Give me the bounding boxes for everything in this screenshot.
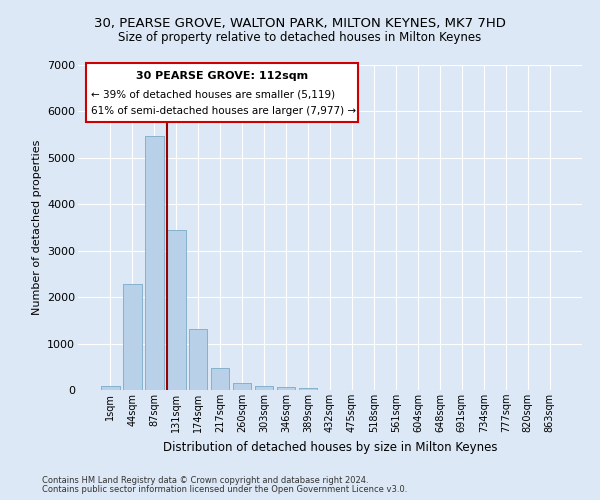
Text: Contains HM Land Registry data © Crown copyright and database right 2024.: Contains HM Land Registry data © Crown c…	[42, 476, 368, 485]
Bar	[299, 388, 317, 390]
Bar	[211, 368, 229, 390]
Text: 61% of semi-detached houses are larger (7,977) →: 61% of semi-detached houses are larger (…	[91, 106, 356, 117]
Bar	[145, 136, 164, 390]
Text: 30, PEARSE GROVE, WALTON PARK, MILTON KEYNES, MK7 7HD: 30, PEARSE GROVE, WALTON PARK, MILTON KE…	[94, 18, 506, 30]
Bar	[123, 284, 142, 390]
Bar	[255, 386, 274, 390]
Text: 30 PEARSE GROVE: 112sqm: 30 PEARSE GROVE: 112sqm	[136, 71, 308, 81]
Text: Contains public sector information licensed under the Open Government Licence v3: Contains public sector information licen…	[42, 485, 407, 494]
Bar	[233, 382, 251, 390]
X-axis label: Distribution of detached houses by size in Milton Keynes: Distribution of detached houses by size …	[163, 440, 497, 454]
Bar	[167, 230, 185, 390]
Text: Size of property relative to detached houses in Milton Keynes: Size of property relative to detached ho…	[118, 31, 482, 44]
Bar	[189, 329, 208, 390]
Bar	[101, 386, 119, 390]
Text: ← 39% of detached houses are smaller (5,119): ← 39% of detached houses are smaller (5,…	[91, 90, 335, 100]
Y-axis label: Number of detached properties: Number of detached properties	[32, 140, 41, 315]
Bar	[277, 387, 295, 390]
FancyBboxPatch shape	[86, 64, 358, 122]
